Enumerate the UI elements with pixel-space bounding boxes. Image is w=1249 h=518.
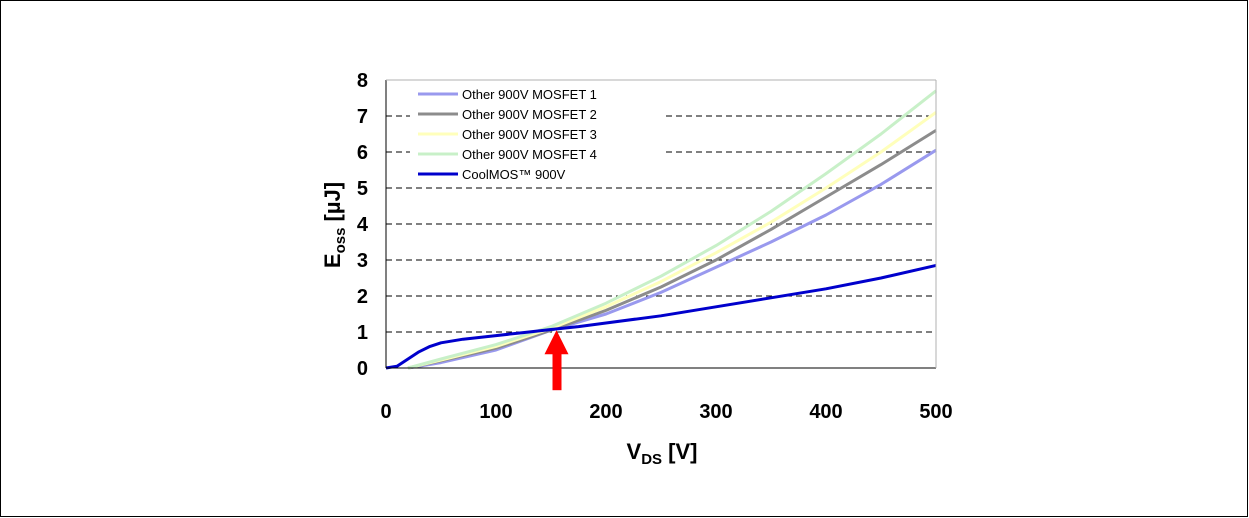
series-line-1	[407, 148, 937, 370]
y-tick-label: 7	[357, 106, 368, 128]
legend: Other 900V MOSFET 1 Other 900V MOSFET 2 Ot…	[410, 84, 662, 186]
x-tick-label: 500	[919, 401, 952, 423]
x-tick-label: 100	[479, 401, 512, 423]
legend-label: CoolMOS™ 900V	[462, 167, 566, 182]
arrow-shaft	[552, 352, 562, 391]
y-tick-label: 6	[357, 142, 368, 164]
y-tick-label: 4	[357, 214, 369, 236]
legend-label: Other 900V MOSFET 3	[462, 127, 597, 142]
y-tick-label: 1	[357, 322, 368, 344]
axes	[385, 79, 937, 369]
x-tick-label: 400	[809, 401, 842, 423]
legend-label: Other 900V MOSFET 1	[462, 87, 597, 102]
y-tick-label: 3	[357, 250, 368, 272]
series-line-5	[385, 263, 937, 370]
legend-label: Other 900V MOSFET 4	[462, 147, 597, 162]
x-axis-title: VDS [V]	[627, 439, 698, 468]
tick-labels: 0 100 200 300 400 500 0 1 2 3 4 5 6 7 8	[357, 70, 953, 423]
y-axis-title: Eoss [µJ]	[320, 182, 349, 268]
y-tick-label: 5	[357, 178, 368, 200]
x-tick-label: 200	[589, 401, 622, 423]
x-tick-label: 0	[380, 401, 391, 423]
y-tick-label: 8	[357, 70, 368, 92]
arrow-head	[544, 330, 569, 355]
series-line-3	[407, 111, 937, 370]
series-lines	[385, 89, 937, 370]
y-tick-label: 0	[357, 358, 368, 380]
series-line-4	[407, 89, 937, 370]
y-tick-label: 2	[357, 286, 368, 308]
legend-label: Other 900V MOSFET 2	[462, 107, 597, 122]
annotation	[544, 330, 569, 391]
x-tick-label: 300	[699, 401, 732, 423]
